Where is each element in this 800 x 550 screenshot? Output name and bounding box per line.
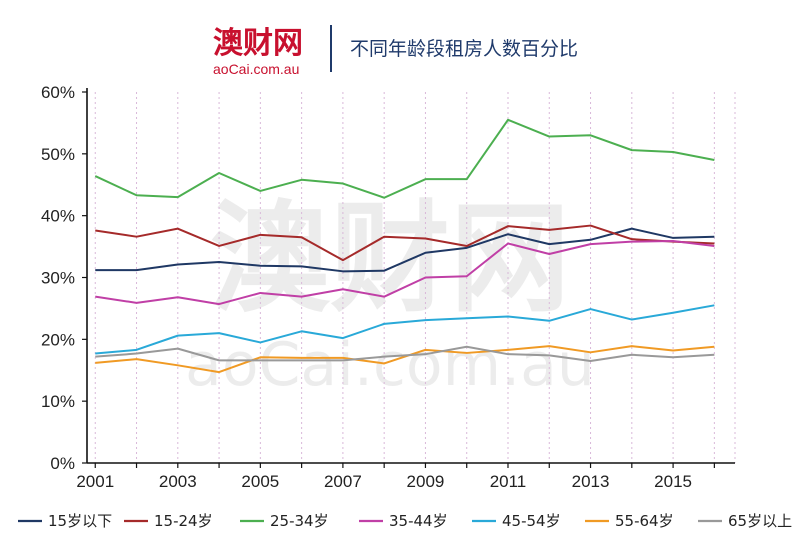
legend-label: 65岁以上 bbox=[728, 512, 792, 530]
y-tick-label: 60% bbox=[41, 83, 75, 102]
x-tick-label: 2015 bbox=[654, 472, 692, 491]
x-tick-label: 2009 bbox=[407, 472, 445, 491]
legend-label: 55-64岁 bbox=[615, 512, 674, 530]
legend-label: 45-54岁 bbox=[502, 512, 561, 530]
chart-legend: 15岁以下 15-24岁 25-34岁 35-44岁 45-54岁 55-64岁 65岁以上 bbox=[18, 512, 792, 530]
x-tick-label: 2003 bbox=[159, 472, 197, 491]
x-tick-label: 2013 bbox=[572, 472, 610, 491]
y-tick-label: 0% bbox=[50, 454, 75, 473]
chart-axes: 0% 10% 20% 30% 40% 50% 60% 2001 2003 2005 2007 2009… bbox=[41, 83, 735, 491]
x-tick-label: 2007 bbox=[324, 472, 362, 491]
legend-label: 25-34岁 bbox=[270, 512, 329, 530]
x-tick-label: 2011 bbox=[490, 472, 527, 491]
y-tick-label: 20% bbox=[41, 330, 75, 349]
watermark-cn: 澳财网 bbox=[210, 190, 570, 329]
y-tick-label: 30% bbox=[41, 269, 75, 288]
y-tick-label: 50% bbox=[41, 145, 75, 164]
chart-title: 不同年龄段租房人数百分比 bbox=[350, 38, 578, 60]
series-line bbox=[95, 345, 715, 374]
legend-label: 15-24岁 bbox=[154, 512, 213, 530]
y-tick-label: 10% bbox=[41, 392, 75, 411]
series-line bbox=[95, 304, 715, 355]
legend-label: 15岁以下 bbox=[48, 512, 112, 530]
logo-cn: 澳财网 bbox=[213, 26, 303, 61]
chart-header: 澳财网 aoCai.com.au 不同年龄段租房人数百分比 bbox=[213, 25, 578, 77]
series-line bbox=[95, 240, 715, 306]
series-line bbox=[95, 227, 715, 273]
y-tick-label: 40% bbox=[41, 207, 75, 226]
x-tick-label: 2005 bbox=[241, 472, 279, 491]
series-line bbox=[94, 118, 715, 199]
series-line bbox=[95, 224, 715, 262]
series-line bbox=[95, 345, 715, 362]
x-tick-label: 2001 bbox=[76, 472, 114, 491]
logo-en: aoCai.com.au bbox=[213, 61, 299, 77]
watermark-en: aoCai.com.au bbox=[185, 330, 595, 400]
legend-label: 35-44岁 bbox=[389, 512, 448, 530]
chart-series bbox=[94, 118, 715, 374]
